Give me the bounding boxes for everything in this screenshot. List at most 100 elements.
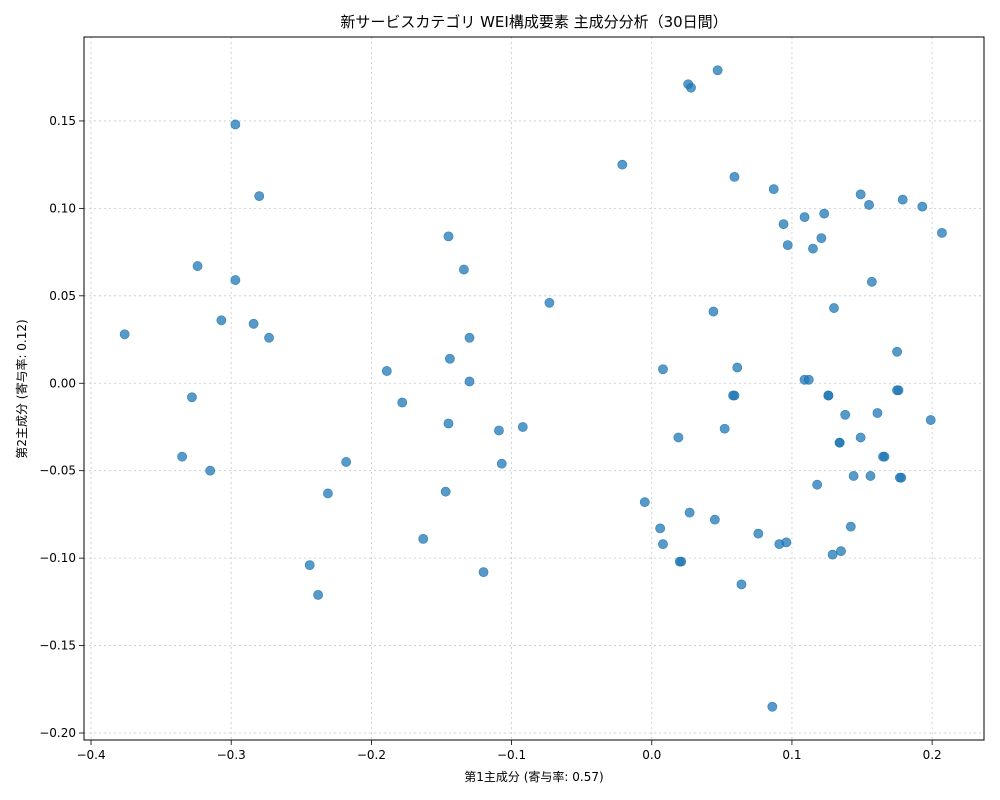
data-point: [464, 376, 475, 387]
data-point: [177, 451, 188, 462]
data-point: [840, 409, 851, 420]
data-point: [397, 397, 408, 408]
data-point: [655, 523, 666, 534]
data-point: [459, 264, 469, 275]
data-point: [444, 353, 455, 364]
x-tick-label: −0.2: [357, 748, 386, 762]
grid: [84, 37, 984, 740]
data-point: [617, 159, 628, 170]
data-point: [639, 497, 650, 508]
y-tick-label: 0.05: [49, 289, 76, 303]
plot-frame: [83, 36, 985, 741]
data-point: [729, 390, 740, 401]
data-point: [544, 297, 555, 308]
data-point: [848, 471, 859, 481]
data-point: [893, 385, 904, 396]
y-tick-label: −0.15: [39, 639, 76, 653]
data-point: [845, 521, 856, 532]
y-axis-label: 第2主成分 (寄与率: 0.12): [14, 319, 29, 458]
data-point: [866, 276, 877, 287]
data-point: [712, 65, 723, 76]
data-point: [864, 199, 874, 210]
data-point: [778, 219, 789, 230]
data-point: [254, 191, 265, 202]
data-point: [187, 392, 197, 403]
data-point: [230, 119, 241, 130]
y-tick-label: −0.05: [39, 464, 76, 478]
data-point: [855, 432, 866, 443]
data-point: [709, 514, 720, 525]
data-point: [264, 332, 274, 343]
data-point: [478, 567, 489, 578]
data-point: [216, 315, 227, 326]
data-point: [812, 479, 823, 490]
data-point: [729, 172, 740, 182]
data-point: [658, 539, 668, 550]
data-point: [736, 579, 747, 590]
data-point: [381, 366, 392, 376]
data-point: [313, 589, 324, 600]
data-point: [834, 437, 845, 448]
data-point: [829, 303, 839, 313]
data-point: [917, 201, 928, 212]
data-point: [896, 472, 907, 483]
y-tick-label: −0.10: [39, 551, 76, 565]
data-point: [808, 243, 818, 254]
data-point: [767, 701, 778, 712]
data-point: [925, 415, 936, 425]
y-tick-label: −0.20: [39, 726, 76, 740]
data-point: [517, 422, 528, 432]
data-point: [855, 189, 866, 200]
data-point: [781, 537, 792, 548]
x-axis-label: 第1主成分 (寄与率: 0.57): [464, 769, 603, 784]
data-point: [819, 208, 830, 219]
data-point: [494, 425, 504, 436]
data-point: [799, 212, 810, 223]
data-point: [937, 227, 947, 238]
y-tick-label: 0.15: [49, 114, 76, 128]
data-point: [708, 306, 719, 317]
data-point: [205, 465, 216, 476]
data-point: [768, 184, 779, 195]
data-point: [192, 261, 203, 271]
data-point: [658, 364, 668, 375]
data-point: [230, 275, 241, 285]
data-point: [719, 423, 730, 434]
data-point: [892, 346, 902, 357]
data-point: [782, 240, 793, 251]
x-tick-label: −0.1: [497, 748, 526, 762]
x-tick-label: 0.0: [642, 748, 661, 762]
data-point: [872, 408, 883, 418]
x-tick-label: 0.1: [782, 748, 801, 762]
data-point: [676, 556, 687, 567]
data-point: [836, 546, 846, 557]
x-tick-label: −0.4: [76, 748, 105, 762]
data-point: [732, 362, 743, 373]
x-tick-label: −0.3: [217, 748, 246, 762]
data-point: [496, 458, 507, 469]
data-point: [865, 471, 876, 481]
data-point: [753, 528, 764, 539]
data-point: [684, 507, 695, 518]
data-point: [464, 332, 475, 343]
data-point: [816, 233, 827, 244]
data-point: [341, 457, 352, 467]
data-point: [323, 488, 333, 499]
y-tick-label: 0.10: [49, 201, 76, 215]
data-point: [803, 374, 814, 385]
data-points: [119, 65, 947, 712]
data-point: [443, 231, 454, 242]
data-point: [304, 560, 315, 571]
y-axis: −0.20 −0.15 −0.10 −0.05 0.00 0.05 0.10 0.15: [39, 114, 84, 740]
data-point: [673, 432, 684, 443]
data-point: [827, 549, 838, 560]
x-tick-label: 0.2: [923, 748, 942, 762]
chart-title: 新サービスカテゴリ WEI構成要素 主成分分析（30日間）: [340, 13, 727, 31]
data-point: [897, 194, 908, 205]
data-point: [879, 451, 890, 462]
data-point: [823, 390, 834, 401]
data-point: [443, 418, 454, 429]
x-axis: −0.4 −0.3 −0.2 −0.1 0.0 0.1 0.2: [76, 740, 942, 762]
data-point: [418, 533, 429, 544]
